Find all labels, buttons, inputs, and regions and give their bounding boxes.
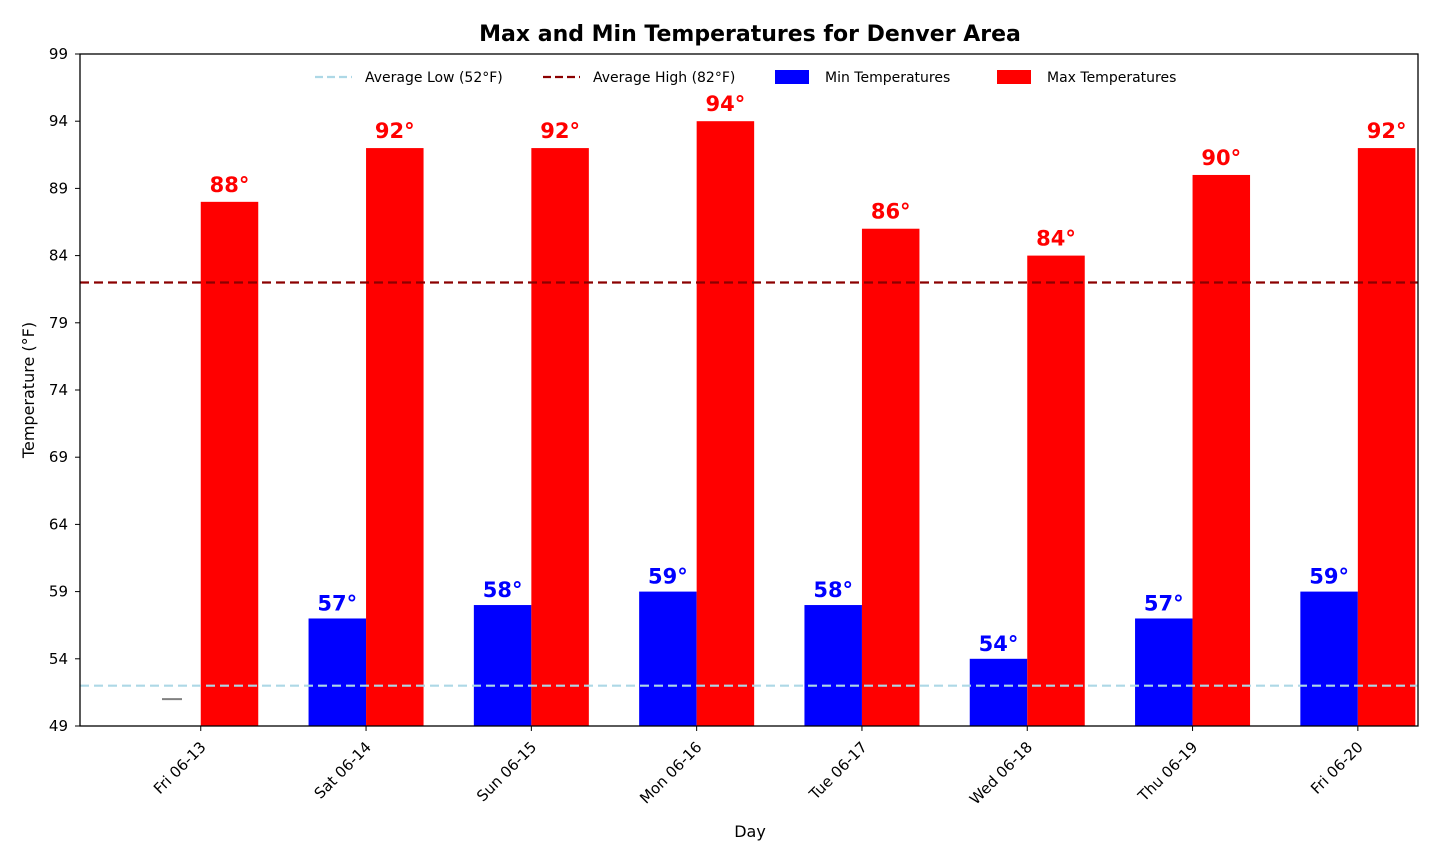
y-tick-label: 74 xyxy=(49,381,68,399)
x-tick-label: Sat 06-14 xyxy=(311,738,375,802)
max-temp-bar xyxy=(861,228,920,726)
max-temp-bar xyxy=(200,201,259,727)
min-temp-bar xyxy=(639,591,697,726)
max-temp-label: 92° xyxy=(1367,119,1407,143)
x-tick-label: Thu 06-19 xyxy=(1134,738,1202,806)
max-temp-label: 86° xyxy=(871,200,911,224)
min-temp-label: 58° xyxy=(813,578,853,602)
x-tick-label: Fri 06-20 xyxy=(1307,738,1367,798)
min-temp-label: 59° xyxy=(648,565,688,589)
legend-entry-label: Min Temperatures xyxy=(825,70,950,86)
max-temp-bar xyxy=(1357,148,1416,726)
y-tick-label: 79 xyxy=(49,314,68,332)
max-temp-label: 84° xyxy=(1036,227,1076,251)
max-temp-label: 90° xyxy=(1201,146,1241,170)
y-tick-label: 54 xyxy=(49,650,68,668)
x-tick-label: Tue 06-17 xyxy=(805,738,871,804)
max-temp-label: 94° xyxy=(706,92,746,116)
y-tick-label: 84 xyxy=(49,247,68,265)
x-tick-label: Fri 06-13 xyxy=(150,738,210,798)
x-tick-label: Mon 06-16 xyxy=(636,738,705,807)
x-axis-label: Day xyxy=(734,822,766,841)
legend: Average Low (52°F) Average High (82°F) Min… xyxy=(315,70,1176,86)
legend-entry-label: Average Low (52°F) xyxy=(365,70,503,86)
max-temp-bar xyxy=(1027,255,1085,726)
x-tick-label: Sun 06-15 xyxy=(473,738,540,805)
y-tick-label: 89 xyxy=(49,179,68,197)
max-temp-bar xyxy=(531,148,589,726)
min-temp-label: 57° xyxy=(1144,591,1184,615)
max-temp-bar xyxy=(1192,174,1251,726)
legend-entry-label: Average High (82°F) xyxy=(593,70,735,86)
max-temp-label: 88° xyxy=(210,173,250,197)
y-axis-label: Temperature (°F) xyxy=(19,322,38,459)
y-tick-label: 49 xyxy=(49,717,68,735)
y-tick-label: 64 xyxy=(49,515,68,533)
legend-entry-label: Max Temperatures xyxy=(1047,70,1176,86)
chart-title: Max and Min Temperatures for Denver Area xyxy=(479,22,1021,47)
max-temp-bar xyxy=(366,148,424,726)
min-temp-label: 59° xyxy=(1309,565,1349,589)
min-temp-bar xyxy=(804,605,862,726)
y-tick-label: 69 xyxy=(49,448,68,466)
min-temp-bar xyxy=(473,605,532,726)
max-temp-label: 92° xyxy=(375,119,415,143)
min-temp-bar xyxy=(969,658,1028,726)
legend-patch-swatch xyxy=(997,70,1031,84)
min-temp-label: 57° xyxy=(317,591,357,615)
min-temp-label: 54° xyxy=(979,632,1019,656)
y-tick-label: 59 xyxy=(49,583,68,601)
min-temp-bar xyxy=(1300,591,1358,726)
min-temp-bar xyxy=(1135,618,1193,726)
x-tick-label: Wed 06-18 xyxy=(966,738,1036,808)
max-temp-label: 92° xyxy=(540,119,580,143)
max-temp-bar xyxy=(696,121,755,726)
legend-patch-swatch xyxy=(775,70,809,84)
min-temp-bar xyxy=(308,618,367,726)
min-temp-label: 58° xyxy=(483,578,523,602)
y-tick-label: 99 xyxy=(49,45,68,63)
y-tick-label: 94 xyxy=(49,112,68,130)
